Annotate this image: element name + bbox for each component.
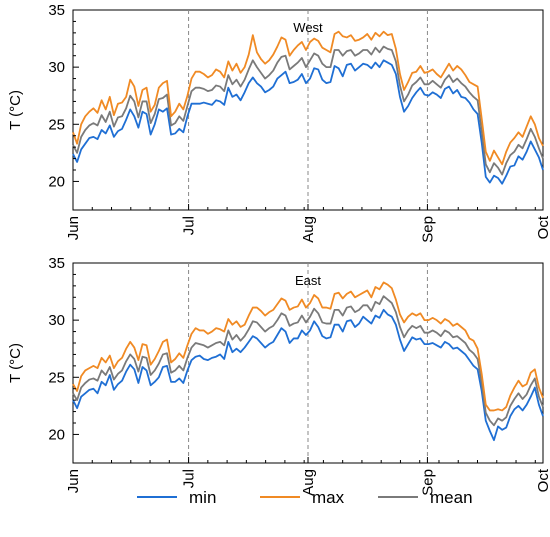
y-tick-label: 30 bbox=[48, 59, 65, 76]
x-axis: Jun Jul Aug Sep Oct bbox=[65, 457, 550, 496]
series-line-mean bbox=[72, 45, 544, 176]
y-tick-label: 25 bbox=[48, 116, 65, 133]
y-tick-label: 20 bbox=[48, 173, 65, 190]
legend-label-mean: mean bbox=[430, 488, 473, 507]
panel-east: 20 25 30 35 Jun Jul Aug Sep Oct East T (°C) bbox=[7, 255, 550, 496]
y-tick-label: 30 bbox=[48, 312, 65, 329]
y-tick-label: 35 bbox=[48, 2, 65, 19]
series-line-min bbox=[72, 59, 544, 185]
series-line-max bbox=[72, 281, 544, 412]
panel-title: East bbox=[295, 273, 321, 288]
legend-label-min: min bbox=[189, 488, 216, 507]
x-tick-label: Jul bbox=[181, 469, 198, 488]
legend: min max mean bbox=[137, 488, 473, 507]
series-line-min bbox=[72, 308, 544, 442]
series-lines bbox=[72, 30, 544, 185]
y-tick-label: 20 bbox=[48, 426, 65, 443]
x-axis: Jun Jul Aug Sep Oct bbox=[65, 204, 550, 243]
legend-item-mean: mean bbox=[378, 488, 473, 507]
x-tick-label: Jun bbox=[65, 216, 82, 240]
panel-west: 20 25 30 35 Jun Jul Aug Sep Oct West T (°C) bbox=[7, 2, 550, 243]
legend-label-max: max bbox=[312, 488, 345, 507]
x-tick-label: Jun bbox=[65, 469, 82, 493]
series-lines bbox=[72, 281, 544, 442]
legend-item-max: max bbox=[260, 488, 345, 507]
series-line-mean bbox=[72, 295, 544, 427]
y-axis: 20 25 30 35 bbox=[48, 255, 79, 443]
y-tick-label: 35 bbox=[48, 255, 65, 272]
x-tick-label: Aug bbox=[300, 469, 317, 496]
x-tick-label: Sep bbox=[419, 216, 436, 243]
series-line-max bbox=[72, 30, 544, 166]
legend-item-min: min bbox=[137, 488, 216, 507]
y-tick-label: 25 bbox=[48, 369, 65, 386]
x-tick-label: Sep bbox=[419, 469, 436, 496]
y-axis-label: T (°C) bbox=[7, 343, 24, 383]
y-axis: 20 25 30 35 bbox=[48, 2, 79, 190]
x-tick-label: Aug bbox=[300, 216, 317, 243]
x-tick-label: Jul bbox=[181, 216, 198, 235]
y-axis-label: T (°C) bbox=[7, 90, 24, 130]
panel-title: West bbox=[293, 20, 323, 35]
month-divider-lines bbox=[188, 10, 428, 210]
x-tick-label: Oct bbox=[535, 215, 550, 239]
month-divider-lines bbox=[188, 263, 428, 463]
x-tick-label: Oct bbox=[535, 468, 550, 492]
